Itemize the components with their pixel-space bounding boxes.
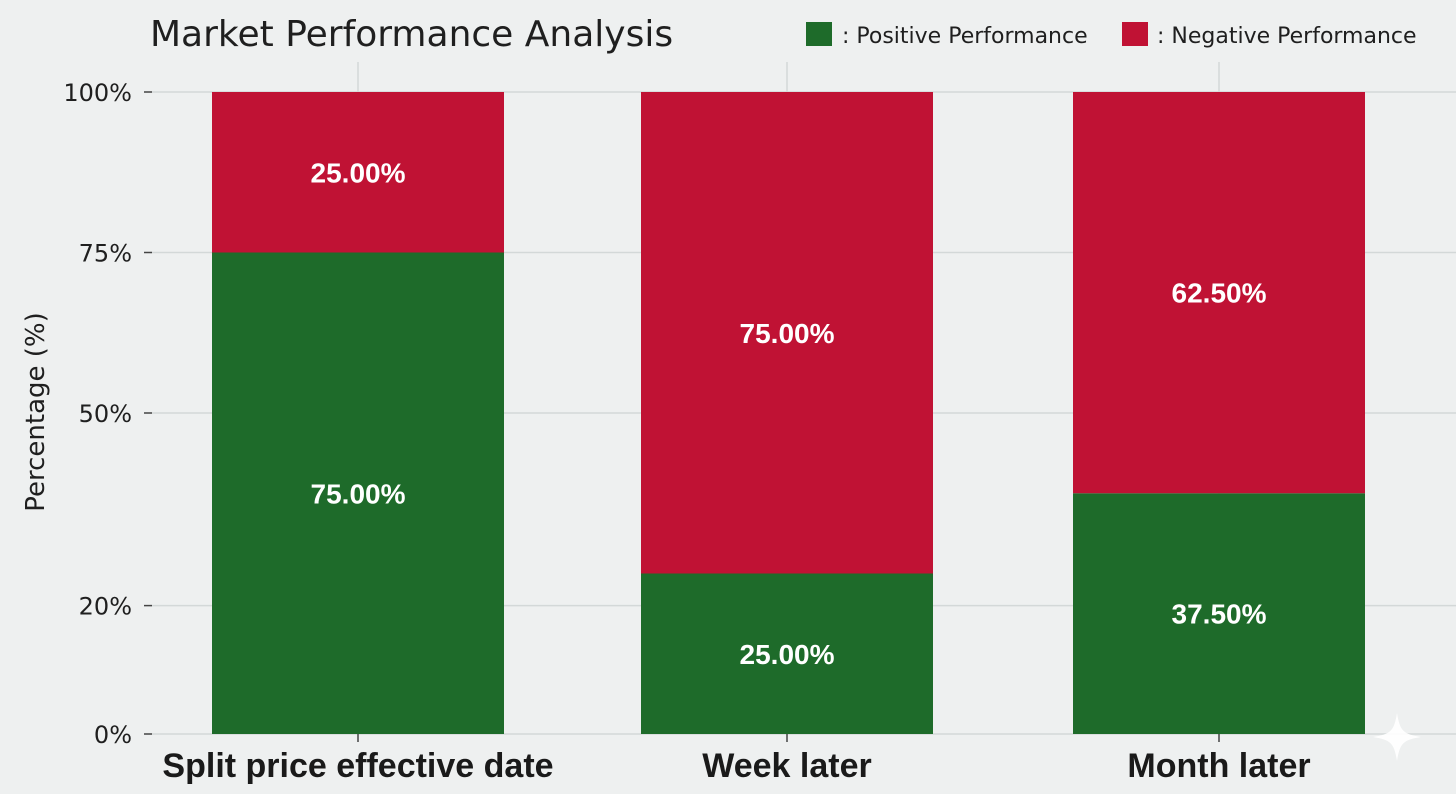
legend-swatch-negative <box>1122 22 1148 46</box>
x-category-label-2: Month later <box>1127 747 1310 785</box>
bar-negative-0 <box>212 92 504 253</box>
bar-positive-1 <box>641 573 933 734</box>
legend-swatch-positive <box>806 22 832 46</box>
y-axis-label: Percentage (%) <box>21 312 51 512</box>
legend-label-positive: : Positive Performance <box>842 24 1088 49</box>
legend: : Positive Performance : Negative Perfor… <box>806 22 1417 49</box>
bar-negative-1 <box>641 92 933 574</box>
x-axis: Split price effective date Week later Mont… <box>162 734 1311 785</box>
sparkle-icon <box>1373 713 1421 761</box>
legend-label-negative: : Negative Performance <box>1157 24 1417 49</box>
bar-value-labels: 75.00% 25.00% 25.00% 75.00% 37.50% 62.50% <box>311 157 1267 670</box>
bar-negative-2 <box>1073 92 1365 494</box>
bar-label-negative-2: 62.50% <box>1172 278 1267 309</box>
bar-label-positive-2: 37.50% <box>1172 599 1267 630</box>
bar-positive-2 <box>1073 493 1365 734</box>
chart-title: Market Performance Analysis <box>150 14 673 55</box>
y-tick-label-2: 50% <box>79 400 132 428</box>
y-tick-label-3: 75% <box>79 240 132 268</box>
y-axis: 0% 20% 50% 75% 100% <box>63 79 152 749</box>
y-tick-label-0: 0% <box>94 721 132 749</box>
y-tick-label-1: 20% <box>79 593 132 621</box>
bar-label-negative-0: 25.00% <box>311 157 406 188</box>
bar-positive-0 <box>212 252 504 734</box>
bar-label-negative-1: 75.00% <box>740 318 835 349</box>
x-category-label-1: Week later <box>702 747 871 785</box>
bar-label-positive-0: 75.00% <box>311 478 406 509</box>
x-category-label-0: Split price effective date <box>162 747 553 785</box>
y-tick-label-4: 100% <box>63 79 132 107</box>
bars <box>212 92 1365 734</box>
bar-label-positive-1: 25.00% <box>740 639 835 670</box>
